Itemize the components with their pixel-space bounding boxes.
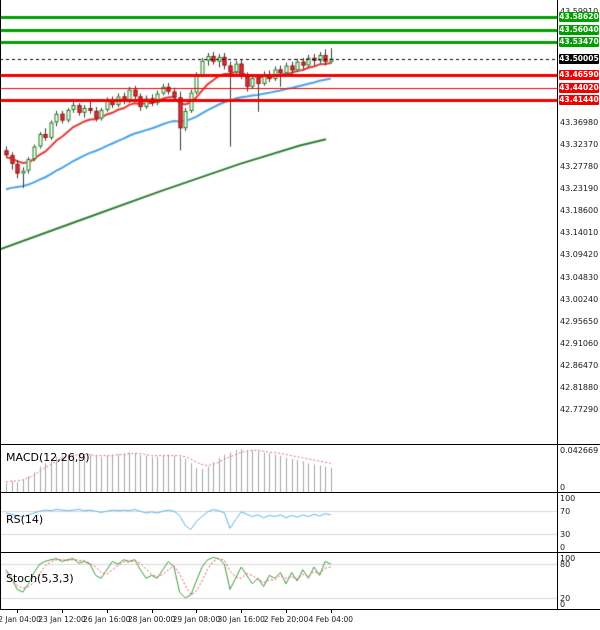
price-tick-label: 43.14010 — [560, 228, 599, 238]
resistance-level-label[interactable]: 43.53470 — [559, 37, 599, 48]
price-tick-label: 42.95650 — [560, 316, 599, 326]
time-axis-tick — [196, 610, 197, 613]
current-price-label[interactable]: 43.50005 — [559, 53, 599, 64]
price-tick-label: 80 — [560, 560, 571, 570]
time-axis-tick — [17, 610, 18, 613]
time-axis-tick — [152, 610, 153, 613]
time-axis-label: 23 Jan 12:00 — [38, 615, 86, 624]
time-axis-tick — [107, 610, 108, 613]
price-tick-label: 30 — [560, 530, 571, 540]
stoch-panel-canvas[interactable] — [0, 553, 557, 609]
rsi-panel-canvas[interactable] — [0, 493, 557, 552]
support-level-label[interactable]: 43.46590 — [559, 70, 599, 81]
price-tick-label: 0 — [560, 600, 566, 609]
time-axis-label: 22 Jan 04:00 — [0, 615, 41, 624]
time-axis-label: 4 Feb 04:00 — [308, 615, 354, 624]
price-tick-label: 0 — [560, 543, 566, 552]
chart-left-border — [0, 0, 1, 610]
support-level-label[interactable]: 43.44020 — [559, 82, 599, 93]
price-tick-label: 43.00240 — [560, 294, 599, 304]
price-tick-label: 43.04830 — [560, 272, 599, 282]
price-tick-label: 43.18600 — [560, 206, 599, 216]
macd-panel-canvas[interactable] — [0, 445, 557, 492]
time-axis-label: 29 Jan 08:00 — [172, 615, 221, 624]
time-axis-label: 26 Jan 16:00 — [83, 615, 131, 624]
panel-divider[interactable] — [0, 552, 600, 553]
price-tick-label: 42.81880 — [560, 383, 599, 393]
price-tick-label: 43.59910 — [560, 7, 598, 16]
time-axis-label: 30 Jan 16:00 — [217, 615, 265, 624]
price-tick-label: 42.77290 — [560, 405, 599, 415]
price-tick-label: 43.32370 — [560, 139, 599, 149]
axis-separator — [557, 0, 558, 610]
time-axis-tick — [241, 610, 242, 613]
panel-divider[interactable] — [0, 444, 600, 445]
resistance-level-label[interactable]: 43.56040 — [559, 24, 599, 35]
stoch-indicator-label[interactable]: Stoch(5,3,3) — [6, 572, 74, 585]
price-chart-canvas[interactable] — [0, 0, 557, 444]
support-level-label[interactable]: 43.41440 — [559, 95, 599, 106]
time-axis-tick — [331, 610, 332, 613]
rsi-indicator-label[interactable]: RS(14) — [6, 513, 44, 526]
price-tick-label: 20 — [560, 593, 571, 603]
macd-indicator-label[interactable]: MACD(12,26,9) — [6, 451, 90, 464]
panel-divider[interactable] — [0, 492, 600, 493]
time-axis-label: 2 Feb 20:00 — [263, 615, 309, 624]
price-tick-label: 0 — [560, 483, 566, 492]
price-tick-label: 43.36980 — [560, 117, 599, 127]
panel-divider[interactable] — [0, 609, 600, 610]
price-axis[interactable]: 43.59910 43.36980 43.32370 43.27780 43.23190… — [558, 0, 600, 630]
time-axis-label: 28 Jan 00:00 — [127, 615, 176, 624]
time-axis-tick — [286, 610, 287, 613]
time-axis-tick — [62, 610, 63, 613]
price-tick-label: 100 — [560, 554, 576, 563]
price-tick-label: 43.09420 — [560, 250, 599, 260]
price-tick-label: 100 — [560, 494, 576, 503]
resistance-level-label[interactable]: 43.58620 — [559, 12, 599, 23]
price-tick-label: 43.23190 — [560, 184, 599, 194]
price-tick-label: 70 — [560, 506, 571, 516]
price-tick-label: 42.86470 — [560, 361, 599, 371]
price-tick-label: 42.91060 — [560, 338, 599, 348]
price-tick-label: 0.042669 — [560, 446, 599, 455]
price-tick-label: 43.27780 — [560, 161, 599, 171]
